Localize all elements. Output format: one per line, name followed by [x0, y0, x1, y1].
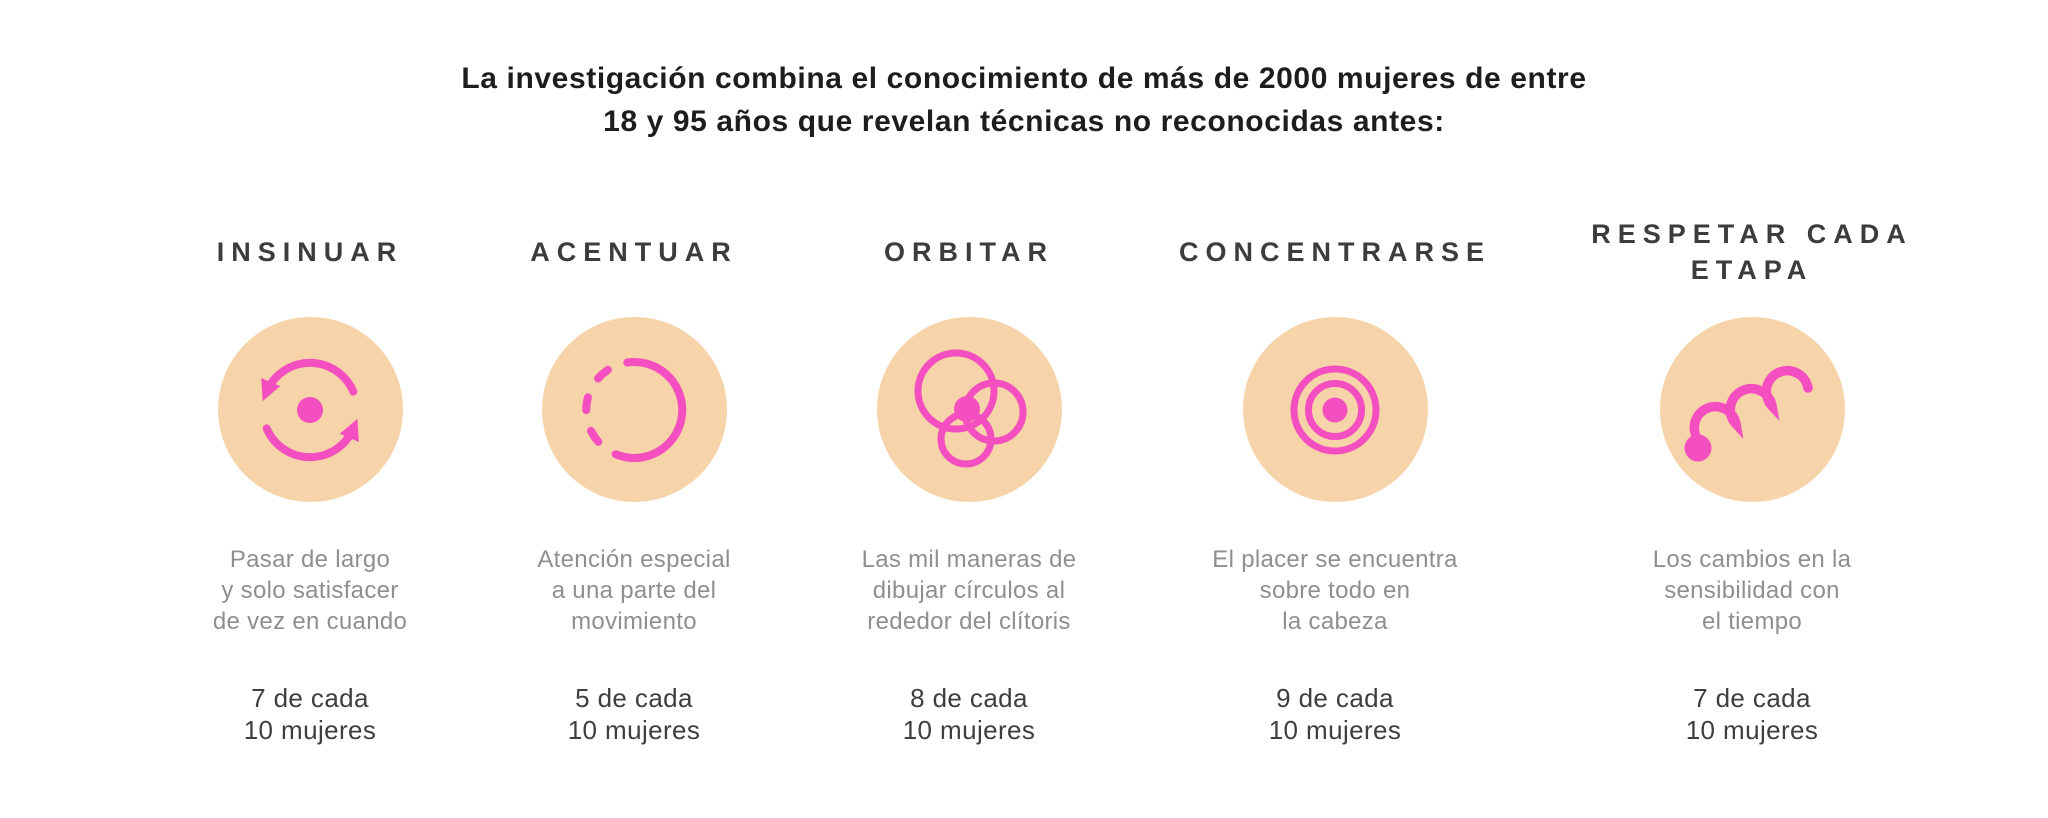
ascending-spiral-coil-icon [1684, 365, 1813, 461]
technique-column-concentrarse: CONCENTRARSE El placer se encuentra sobr… [1165, 208, 1505, 746]
technique-stat: 8 de cada 10 mujeres [902, 683, 1036, 745]
technique-description: Pasar de largo y solo satisfacer de vez … [212, 546, 408, 635]
counterclockwise-rotation-arrows-icon [261, 358, 359, 461]
technique-column-respetar-cada-etapa: RESPETAR CADA ETAPA Los cambios en la se… [1562, 208, 1942, 746]
technique-column-orbitar: ORBITAR Las mil maneras de dibujar círcu… [799, 208, 1139, 746]
technique-stat: 7 de cada 10 mujeres [1685, 683, 1819, 745]
technique-stat: 9 de cada 10 mujeres [1268, 683, 1402, 745]
technique-title: ACENTUAR [530, 237, 738, 267]
technique-column-insinuar: INSINUAR Pasar de largo y solo satisface… [140, 208, 480, 746]
technique-icon-circle [876, 317, 1062, 502]
technique-description: Los cambios en la sensibilidad con el ti… [1652, 546, 1852, 635]
technique-stat: 7 de cada 10 mujeres [243, 683, 377, 745]
header: La investigación combina el conocimiento… [0, 57, 2048, 143]
technique-stat: 5 de cada 10 mujeres [567, 683, 701, 745]
technique-title: ORBITAR [884, 237, 1054, 267]
technique-title: INSINUAR [216, 237, 404, 267]
header-text: La investigación combina el conocimiento… [461, 62, 1587, 138]
technique-title: RESPETAR CADA ETAPA [1591, 219, 1913, 285]
technique-description: Las mil maneras de dibujar círculos al r… [861, 546, 1077, 635]
technique-title: CONCENTRARSE [1178, 237, 1491, 267]
technique-description: Atención especial a una parte del movimi… [537, 546, 731, 635]
technique-icon-circle [541, 317, 727, 502]
concentric-circles-target-icon [1290, 365, 1380, 454]
technique-column-acentuar: ACENTUAR Atención especial a una parte d… [464, 208, 804, 746]
half-dashed-circle-icon [582, 357, 687, 462]
technique-icon-circle [1242, 317, 1428, 502]
technique-icon-circle [217, 317, 403, 502]
overlapping-orbit-circles-icon [914, 349, 1027, 467]
technique-icon-circle [1659, 317, 1845, 502]
technique-description: El placer se encuentra sobre todo en la … [1212, 546, 1458, 635]
